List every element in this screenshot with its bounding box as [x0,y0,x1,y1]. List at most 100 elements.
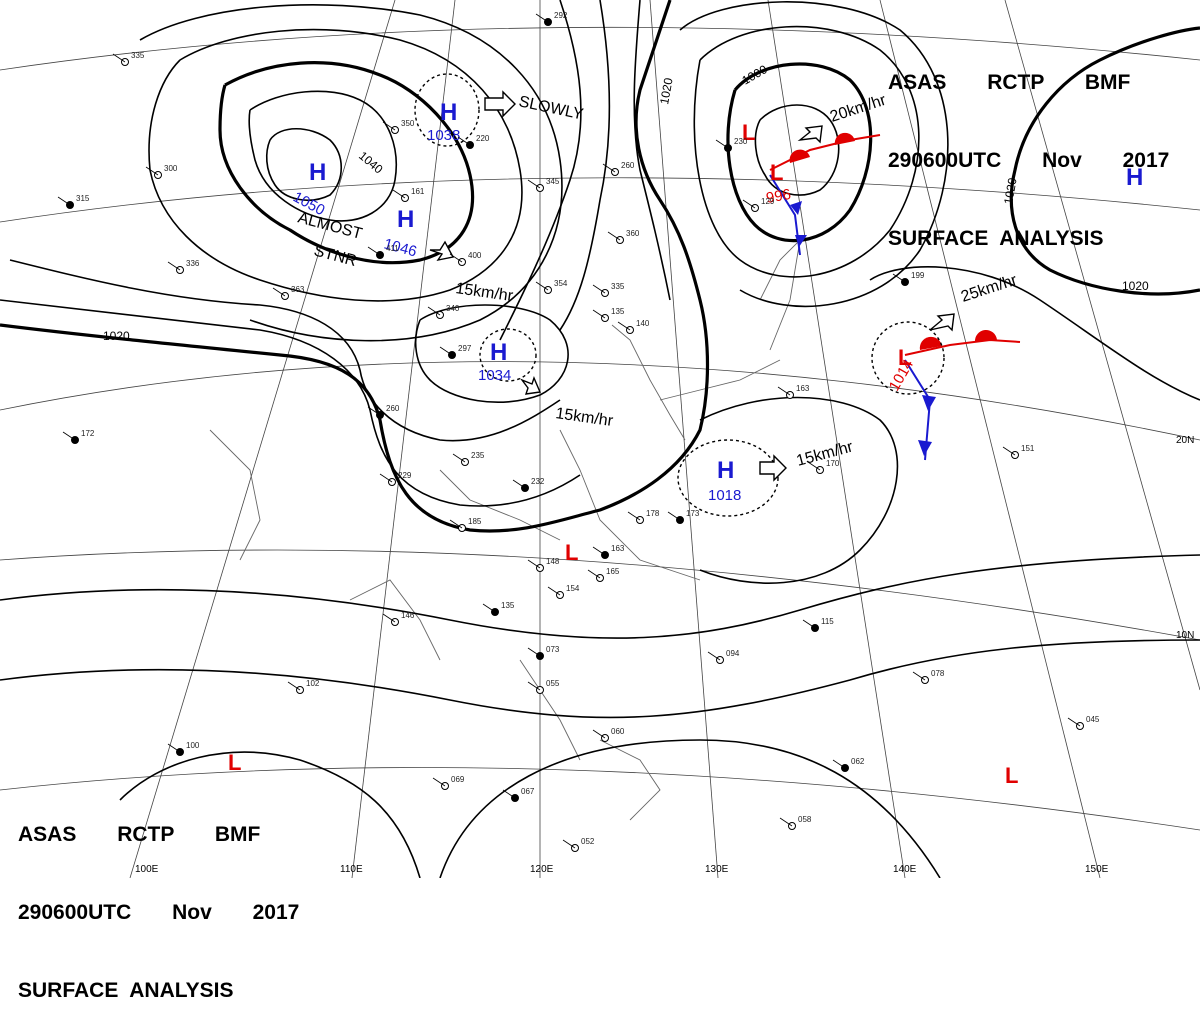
isobar-1020-west [0,0,710,533]
station-pressure: 350 [401,119,415,128]
high-symbol: H [309,159,326,186]
station-pressure: 062 [851,757,865,766]
station-pressure: 260 [386,404,400,413]
meridian-100e [129,0,396,878]
header-agency: ASAS [18,823,77,846]
station-pressure: 135 [611,307,625,316]
low-value: 996 [765,186,793,207]
header-center: RCTP [117,823,174,846]
station-pressure: 297 [458,344,472,353]
station-wind-barb [272,287,286,297]
station-wind-barb [592,729,606,739]
station-wind-barb [535,281,549,291]
station-pressure: 178 [646,509,660,518]
station-wind-barb [627,511,641,521]
station-wind-barb [592,309,606,319]
meridian-110e [351,0,456,878]
station-wind-barb [145,166,159,176]
station-wind-barb [562,839,576,849]
low-symbol: L [742,120,755,145]
station-wind-barb [592,546,606,556]
station-pressure: 129 [761,197,775,206]
station-wind-barb [502,789,516,799]
header-time: 290600UTC [18,901,132,924]
station-wind-barb [427,306,441,316]
station-pressure: 078 [931,669,945,678]
fronts [769,132,1021,461]
high-value: 1034 [478,367,511,384]
station-wind-barb [715,139,729,149]
header-code: BMF [214,823,261,846]
station-wind-barb [287,681,301,691]
isobar-label: 1040 [356,149,386,177]
station-wind-barb [62,431,76,441]
station-pressure: 229 [398,471,412,480]
header-title: SURFACE ANALYSIS [888,227,1104,250]
lon-label-140e: 140E [893,864,917,875]
station-wind-barb [807,461,821,471]
station-pressure: 300 [164,164,178,173]
station-pressure: 115 [821,617,834,626]
station-pressure: 170 [826,459,840,468]
station-pressure: 094 [726,649,740,658]
station-pressure: 230 [734,137,748,146]
station-pressure: 363 [291,285,305,294]
station-pressure: 335 [611,282,625,291]
station-pressure: 260 [621,161,635,170]
station-wind-barb [617,321,631,331]
high-symbol: H [717,457,734,484]
station-wind-barb [1002,446,1016,456]
isobar-1020-east [1009,26,1200,296]
header-time: 290600UTC [888,149,1002,172]
station-pressure: 146 [401,611,415,620]
station-pressure: 345 [546,177,560,186]
parallel-20n [0,361,1200,441]
station-wind-barb [587,569,601,579]
station-pressure: 135 [501,601,515,610]
station-wind-barb [912,671,926,681]
station-wind-barb [832,759,846,769]
station-wind-barb [607,231,621,241]
station-wind-barb [367,406,381,416]
station-wind-barb [392,189,406,199]
station-pressure: 151 [1021,444,1035,453]
station-wind-barb [382,613,396,623]
station-pressure: 336 [186,259,200,268]
station-pressure: 060 [611,727,625,736]
low-value: 1014 [886,357,917,394]
station-wind-barb [439,346,453,356]
motion-note: 15km/hr [454,280,514,305]
station-pressure: 220 [476,134,490,143]
low-symbol: L [770,160,783,185]
station-pressure: 163 [796,384,810,393]
station-wind-barb [367,246,381,256]
station-wind-barb [547,586,561,596]
station-wind-barb [592,284,606,294]
station-wind-barb [457,136,471,146]
lat-label-20n: 20N [1176,435,1194,446]
station-wind-barb [535,13,549,23]
header-center: RCTP [987,71,1044,94]
high-symbol: H [490,339,507,366]
station-wind-barb [382,121,396,131]
map-header-top: ASAS RCTP BMF 290600UTC Nov 2017 SURFACE… [888,18,1169,278]
station-plots: 292 335 300 315 336 363 172 350 161 411 400 340 297 3… [57,11,1100,852]
station-wind-barb [452,453,466,463]
motion-note: 20km/hr [828,92,889,126]
station-wind-barb [432,777,446,787]
station-pressure: 052 [581,837,595,846]
station-wind-barb [512,479,526,489]
isobar-label: 1020 [1122,279,1149,293]
isobar-label: 1000 [740,62,770,88]
station-wind-barb [379,473,393,483]
weather-map: 20N 10N 100E 110E 120E 130E 140E 150E 10… [0,0,1200,878]
station-pressure: 058 [798,815,812,824]
lon-label-100e: 100E [135,864,159,875]
parallel-0 [0,767,1200,831]
lon-label-150e: 150E [1085,864,1109,875]
isobar-label: 1020 [1001,176,1019,205]
low-symbol: L [228,750,241,775]
station-pressure: 235 [471,451,485,460]
station-wind-barb [802,619,816,629]
station-pressure: 161 [411,187,425,196]
